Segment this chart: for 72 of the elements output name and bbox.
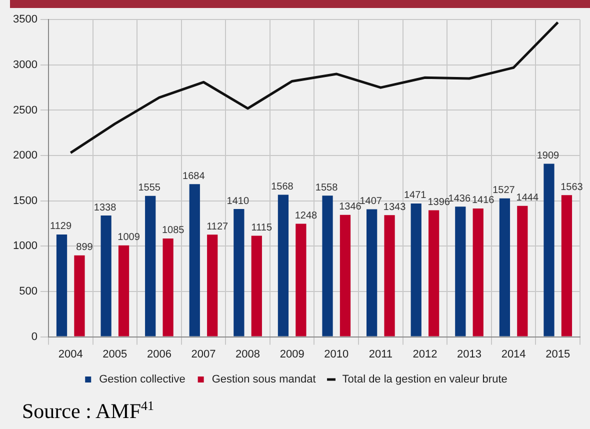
data-label: 1436 [448,193,471,204]
data-label: 1471 [404,190,427,202]
data-label: 1444 [516,192,539,204]
data-label: 1416 [472,195,495,206]
bar [410,203,422,336]
x-tick-label: 2011 [368,348,393,360]
x-tick-label: 2005 [102,348,128,360]
bar [118,245,130,336]
bar [499,198,510,336]
data-label: 1346 [339,202,362,213]
data-label: 1009 [118,232,140,244]
x-tick-label: 2015 [546,348,570,360]
y-tick-label: 1000 [12,240,38,252]
data-label: 1558 [315,182,338,194]
x-tick-label: 2004 [58,348,83,360]
bar [340,214,351,336]
x-tick-label: 2012 [412,348,438,360]
data-label: 1410 [226,196,250,207]
bar [366,209,378,336]
y-tick-label: 3500 [12,14,38,26]
x-tick-label: 2009 [280,348,304,360]
bar [428,210,440,336]
data-label: 1129 [50,221,72,232]
x-tick-label: 2006 [146,348,172,360]
bar [472,208,484,336]
x-tick-label: 2013 [457,348,482,360]
legend-label: Gestion collective [99,374,186,386]
data-label: 1684 [182,170,206,182]
x-tick-label: 2010 [324,348,349,360]
x-tick-label: 2008 [236,348,260,360]
data-label: 1127 [206,221,229,232]
y-tick-label: 0 [31,330,38,343]
y-tick-label: 1500 [12,194,38,207]
data-label: 1248 [294,210,318,222]
y-tick-label: 3000 [12,58,38,71]
bar [384,215,395,336]
bar [100,216,112,336]
data-label: 1115 [251,222,272,234]
bar [517,206,528,336]
data-label: 1085 [162,225,185,236]
data-label: 1527 [492,185,516,196]
legend-label: Gestion sous mandat [212,374,316,386]
bar [296,224,306,336]
y-tick-label: 2000 [12,150,38,162]
legend-label: Total de la gestion en valeur brute [342,374,508,386]
bar [74,255,85,336]
bar [145,196,156,336]
x-tick-label: 2007 [191,348,216,360]
data-label: 1568 [271,181,294,192]
bar [234,209,244,336]
data-label: 1343 [383,202,406,213]
y-tick-label: 500 [19,286,38,298]
bar [322,196,333,336]
x-tick-label: 2014 [501,348,526,360]
data-label: 1563 [560,182,584,193]
bar [162,238,174,336]
bar [56,234,68,336]
data-label: 1396 [428,197,450,208]
bar [207,234,218,336]
data-label: 899 [76,242,94,254]
data-label: 1407 [360,196,382,208]
bar [189,184,200,336]
bar [455,206,466,336]
bar [251,236,262,336]
data-label: 1338 [94,202,117,214]
y-tick-label: 2500 [12,104,38,116]
source-note: Source : AMF$^{41}$ [22,398,154,424]
bar [544,164,554,336]
bar [278,194,289,336]
data-label: 1909 [536,150,560,162]
bar [561,195,572,336]
data-label: 1555 [138,182,161,194]
